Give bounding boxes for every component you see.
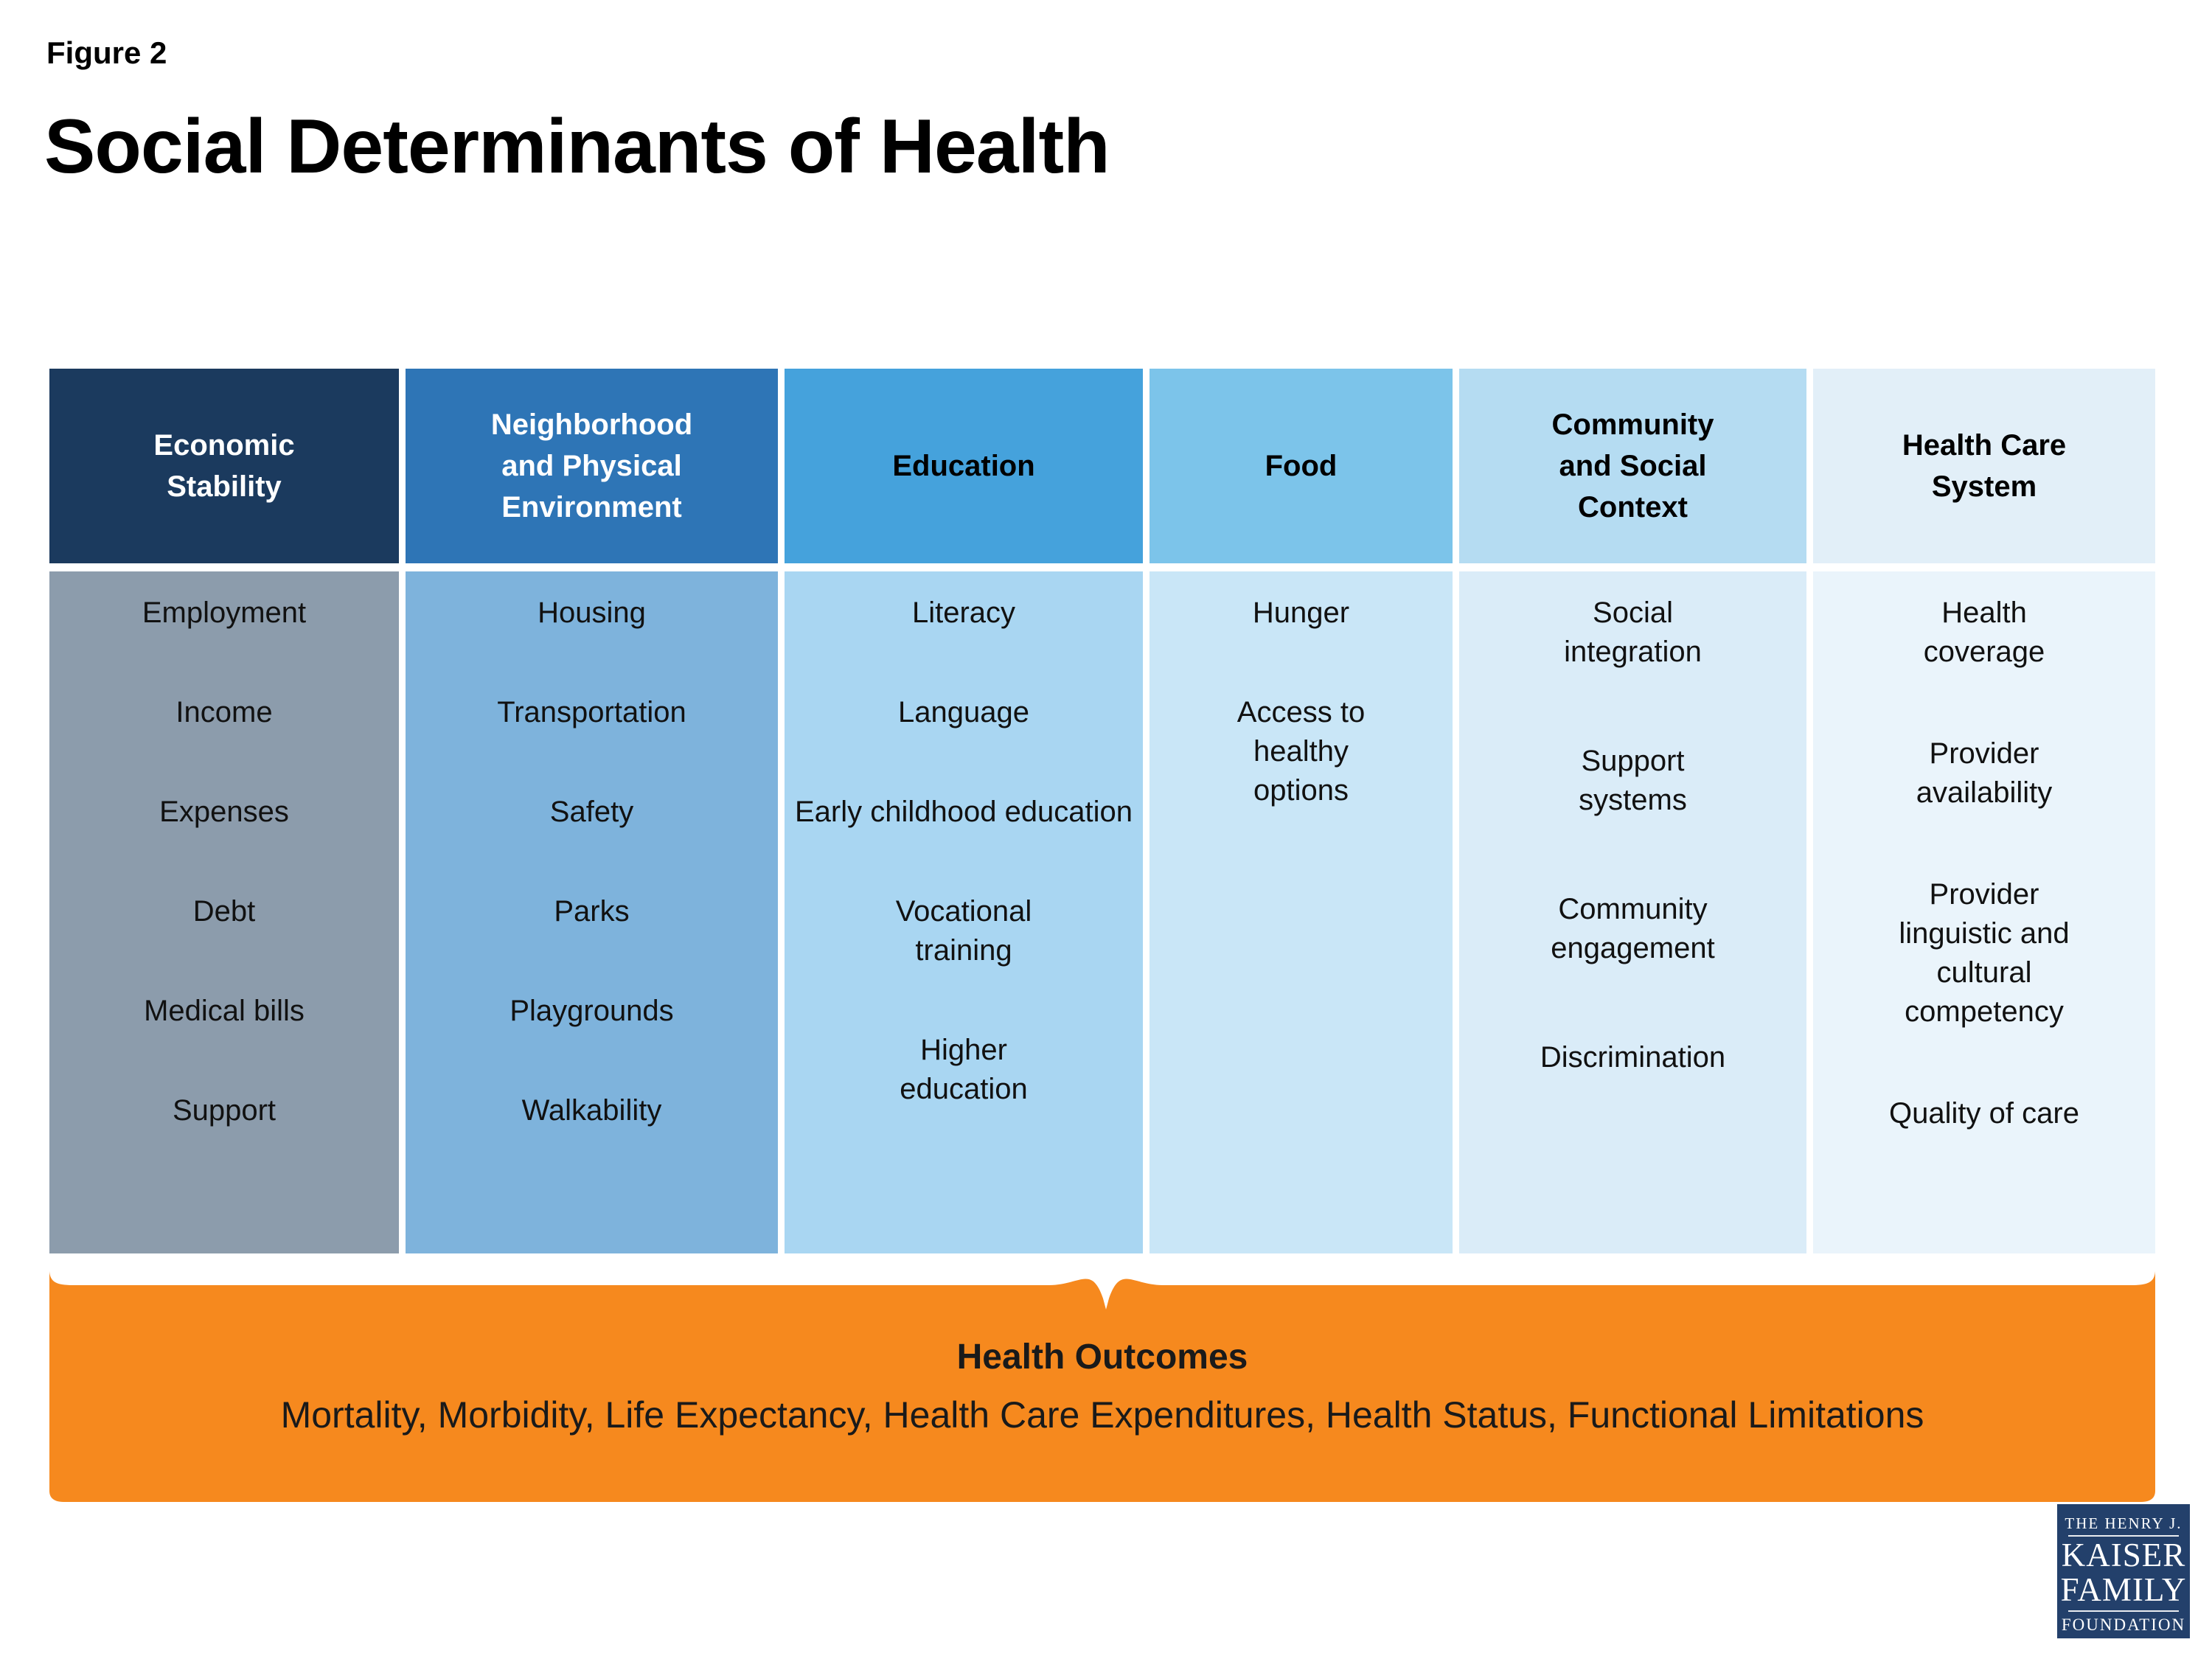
determinant-item: Support systems [1579, 745, 1687, 816]
determinant-item: Income [175, 696, 273, 728]
page-title: Social Determinants of Health [44, 104, 1110, 189]
column-header-neighborhood: Neighborhood and Physical Environment [406, 369, 778, 563]
column-body-education: Literacy Language Early childhood educat… [785, 571, 1143, 1253]
column-header-label: Food [1265, 450, 1338, 482]
determinant-item: Medical bills [144, 995, 305, 1027]
determinant-item: Employment [142, 597, 307, 629]
health-outcomes-title: Health Outcomes [956, 1338, 1248, 1377]
determinant-item: Early childhood education [794, 796, 1133, 828]
determinant-item: Housing [538, 597, 646, 629]
determinant-item: Vocational training [895, 895, 1032, 967]
column-header-health-care-system: Health Care System [1813, 369, 2155, 563]
determinant-item: Social integration [1564, 597, 1702, 668]
column-body-food: Hunger Access to healthy options [1150, 571, 1453, 1253]
kff-rule-top [2068, 1535, 2179, 1537]
column-body-health-care-system: Health coverage Provider availability Pr… [1813, 571, 2155, 1253]
determinant-item: Safety [549, 796, 634, 828]
determinant-item: Playgrounds [509, 995, 674, 1027]
sdoh-table: Economic Stability Neighborhood and Phys… [49, 369, 2155, 1253]
determinant-item: Community engagement [1551, 893, 1715, 964]
kff-foundation-text: FOUNDATION [2061, 1615, 2186, 1634]
kff-family-text: FAMILY [2060, 1571, 2187, 1608]
brace-shape [49, 1271, 2155, 1502]
determinant-item: Provider availability [1916, 737, 2053, 809]
column-header-label: Community and Social Context [1551, 408, 1714, 524]
health-outcomes-list: Mortality, Morbidity, Life Expectancy, H… [280, 1394, 1924, 1436]
column-body-economic-stability: Employment Income Expenses Debt Medical … [49, 571, 399, 1253]
determinant-item: Hunger [1252, 597, 1350, 629]
column-header-label: Education [892, 450, 1035, 482]
kff-logo: THE HENRY J. KAISER FAMILY FOUNDATION [2057, 1504, 2190, 1638]
health-outcomes-banner: Health Outcomes Mortality, Morbidity, Li… [49, 1262, 2155, 1502]
determinant-item: Discrimination [1540, 1041, 1726, 1074]
determinant-item: Expenses [159, 796, 289, 828]
determinant-item: Access to healthy options [1237, 696, 1366, 807]
kff-rule-bottom [2068, 1610, 2179, 1612]
determinant-item: Language [898, 696, 1029, 728]
column-header-label: Health Care System [1902, 429, 2067, 503]
column-header-label: Economic Stability [153, 429, 295, 503]
determinant-item: Literacy [911, 597, 1016, 629]
column-body-community-social-context: Social integration Support systems Commu… [1459, 571, 1806, 1253]
kff-kaiser-text: KAISER [2061, 1537, 2186, 1573]
column-header-community-social-context: Community and Social Context [1459, 369, 1806, 563]
column-header-label: Neighborhood and Physical Environment [490, 408, 693, 524]
kff-henry-j-text: THE HENRY J. [2065, 1514, 2183, 1532]
column-header-education: Education [785, 369, 1143, 563]
determinant-item: Health coverage [1923, 597, 2045, 668]
table-header-row: Economic Stability Neighborhood and Phys… [49, 369, 2155, 563]
column-body-neighborhood: Housing Transportation Safety Parks Play… [406, 571, 778, 1253]
determinant-item: Parks [554, 895, 630, 928]
determinant-item: Provider linguistic and cultural compete… [1899, 878, 2070, 1028]
column-header-food: Food [1150, 369, 1453, 563]
determinant-item: Walkability [521, 1094, 662, 1127]
table-body-row: Employment Income Expenses Debt Medical … [49, 571, 2155, 1253]
figure-label: Figure 2 [46, 35, 167, 70]
determinant-item: Support [172, 1094, 276, 1127]
determinant-item: Debt [192, 895, 256, 928]
determinant-item: Quality of care [1889, 1097, 2079, 1130]
health-outcomes-text: Health Outcomes Mortality, Morbidity, Li… [49, 1335, 2155, 1439]
column-header-economic-stability: Economic Stability [49, 369, 399, 563]
determinant-item: Transportation [497, 696, 686, 728]
determinant-item: Higher education [900, 1034, 1028, 1105]
